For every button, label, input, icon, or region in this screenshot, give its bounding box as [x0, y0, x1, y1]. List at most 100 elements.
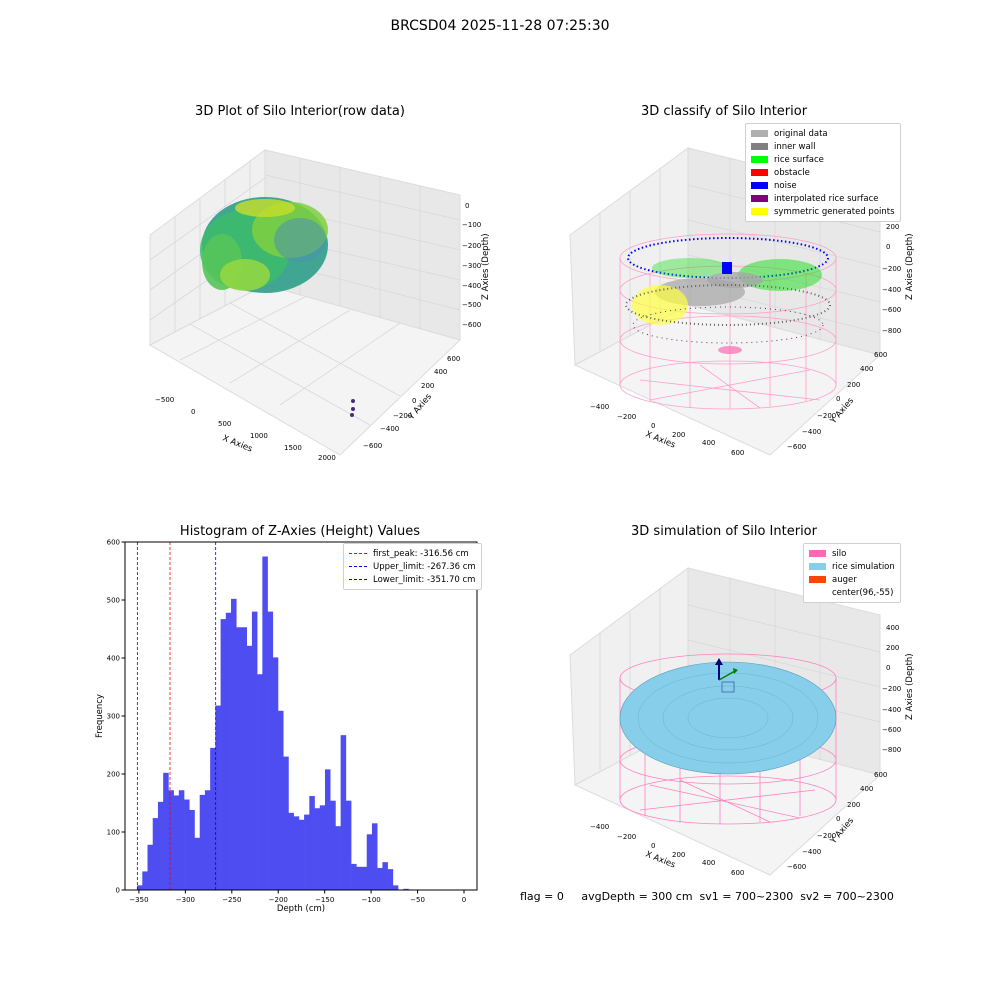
- histogram-bar: [351, 863, 357, 890]
- simulation-ztick: 0: [886, 664, 890, 672]
- classify-legend: original data inner wall rice surface ob…: [745, 123, 901, 222]
- raw-xtick: 0: [191, 408, 195, 416]
- classify-ztick: −400: [882, 286, 901, 294]
- simulation-ytick: 600: [874, 771, 887, 779]
- legend-label: Lower_limit: -351.70 cm: [373, 574, 476, 585]
- histogram-bar: [324, 769, 331, 890]
- histogram-bar: [366, 834, 373, 890]
- raw-ytick: 600: [447, 355, 460, 363]
- raw-ztick: −500: [462, 301, 481, 309]
- legend-line: [349, 553, 367, 554]
- raw-ztick: −600: [462, 321, 481, 329]
- raw-ylabel: Y Axies: [406, 392, 434, 423]
- histogram-bar: [257, 674, 263, 890]
- histogram-bar: [272, 657, 279, 890]
- classify-ytick: 600: [874, 351, 887, 359]
- simulation-xtick: 200: [672, 851, 685, 859]
- simulation-xtick: 400: [702, 859, 715, 867]
- classify-ztick: −800: [882, 327, 901, 335]
- histogram-bar: [392, 885, 399, 890]
- simulation-legend: silo rice simulation auger center(96,-55…: [803, 543, 901, 603]
- classify-ytick: −200: [817, 412, 836, 420]
- histogram-title: Histogram of Z-Axies (Height) Values: [179, 524, 421, 539]
- histogram-ytick-label: 100: [107, 829, 120, 837]
- histogram-bar: [194, 837, 201, 890]
- histogram-bar: [163, 772, 169, 890]
- histogram-bar: [330, 800, 336, 890]
- histogram-bar: [210, 747, 216, 890]
- legend-label: silo: [832, 548, 847, 559]
- classify-ytick: −600: [787, 443, 806, 451]
- histogram-xtick-label: −50: [410, 896, 425, 904]
- simulation-ytick: 400: [860, 785, 873, 793]
- simulation-xtick: 0: [651, 842, 655, 850]
- classify-zlabel: Z Axies (Depth): [905, 233, 915, 300]
- histogram-bar: [340, 735, 347, 890]
- histogram-xlabel: Depth (cm): [277, 904, 325, 914]
- histogram-xtick-label: −350: [129, 896, 148, 904]
- histogram-bar: [142, 871, 148, 890]
- classify-xtick: −200: [617, 413, 636, 421]
- histogram-yticks: 0 100 200 300 400 500 600: [107, 539, 125, 895]
- raw-point-cloud: [200, 197, 355, 417]
- simulation-ztick: 400: [886, 624, 899, 632]
- status-footer: flag = 0 avgDepth = 300 cm sv1 = 700~230…: [520, 890, 894, 903]
- legend-label: rice simulation: [832, 561, 895, 572]
- histogram-bar: [309, 796, 315, 890]
- legend-label: noise: [774, 180, 797, 191]
- raw-xtick: 500: [218, 420, 231, 428]
- legend-swatch: [809, 563, 826, 570]
- legend-swatch: [809, 589, 826, 596]
- simulation-ytick: 200: [847, 801, 860, 809]
- histogram-axes: −350 −300 −250 −200 −150 −100 −50 0 0 100 200 300 4…: [95, 539, 478, 914]
- simulation-xtick: −200: [617, 833, 636, 841]
- legend-swatch: [751, 195, 768, 202]
- legend-item: rice surface: [751, 153, 895, 166]
- legend-item: silo: [809, 547, 895, 560]
- classify-xtick: 200: [672, 431, 685, 439]
- raw-ztick: −100: [462, 221, 481, 229]
- histogram-bar: [356, 866, 362, 890]
- histogram-bar: [298, 819, 305, 890]
- classify-xtick: 400: [702, 439, 715, 447]
- legend-item: center(96,-55): [809, 586, 895, 599]
- simulation-3d-axes: −400 −200 0 200 400 600 −600 −400 −200 0…: [569, 567, 915, 877]
- legend-item: obstacle: [751, 166, 895, 179]
- histogram-bar: [361, 866, 368, 890]
- simulation-xtick: 600: [731, 869, 744, 877]
- simulation-zlabel: Z Axies (Depth): [905, 653, 915, 720]
- histogram-bar: [152, 818, 159, 890]
- histogram-bar: [382, 862, 388, 890]
- histogram-xticks: −350 −300 −250 −200 −150 −100 −50 0: [129, 890, 466, 904]
- legend-label: first_peak: -316.56 cm: [373, 548, 469, 559]
- legend-swatch: [751, 143, 768, 150]
- histogram-bar: [137, 885, 143, 890]
- histogram-bar: [304, 814, 310, 890]
- histogram-xtick-label: −250: [222, 896, 241, 904]
- figure-title: BRCSD04 2025-11-28 07:25:30: [390, 18, 610, 34]
- legend-item: Upper_limit: -267.36 cm: [349, 560, 476, 573]
- histogram-bar: [147, 844, 154, 890]
- legend-item: inner wall: [751, 140, 895, 153]
- simulation-ztick: 200: [886, 644, 899, 652]
- legend-line: [349, 579, 367, 580]
- legend-item: interpolated rice surface: [751, 192, 895, 205]
- classify-ztick: −200: [882, 265, 901, 273]
- legend-swatch: [751, 130, 768, 137]
- raw-ztick: −200: [462, 242, 481, 250]
- histogram-bar: [168, 790, 174, 890]
- histogram-bar: [288, 812, 294, 890]
- histogram-bar: [319, 805, 326, 890]
- legend-swatch: [751, 182, 768, 189]
- simulation-ztick: −600: [882, 726, 901, 734]
- legend-item: noise: [751, 179, 895, 192]
- raw-zlabel: Z Axies (Depth): [481, 233, 491, 300]
- histogram-legend: first_peak: -316.56 cm Upper_limit: -267…: [343, 543, 482, 590]
- histogram-bar: [262, 556, 268, 890]
- histogram-bar: [236, 627, 242, 890]
- classify-ytick: 0: [836, 395, 840, 403]
- histogram-bar: [220, 619, 227, 890]
- histogram-xtick-label: −100: [362, 896, 381, 904]
- legend-swatch: [809, 576, 826, 583]
